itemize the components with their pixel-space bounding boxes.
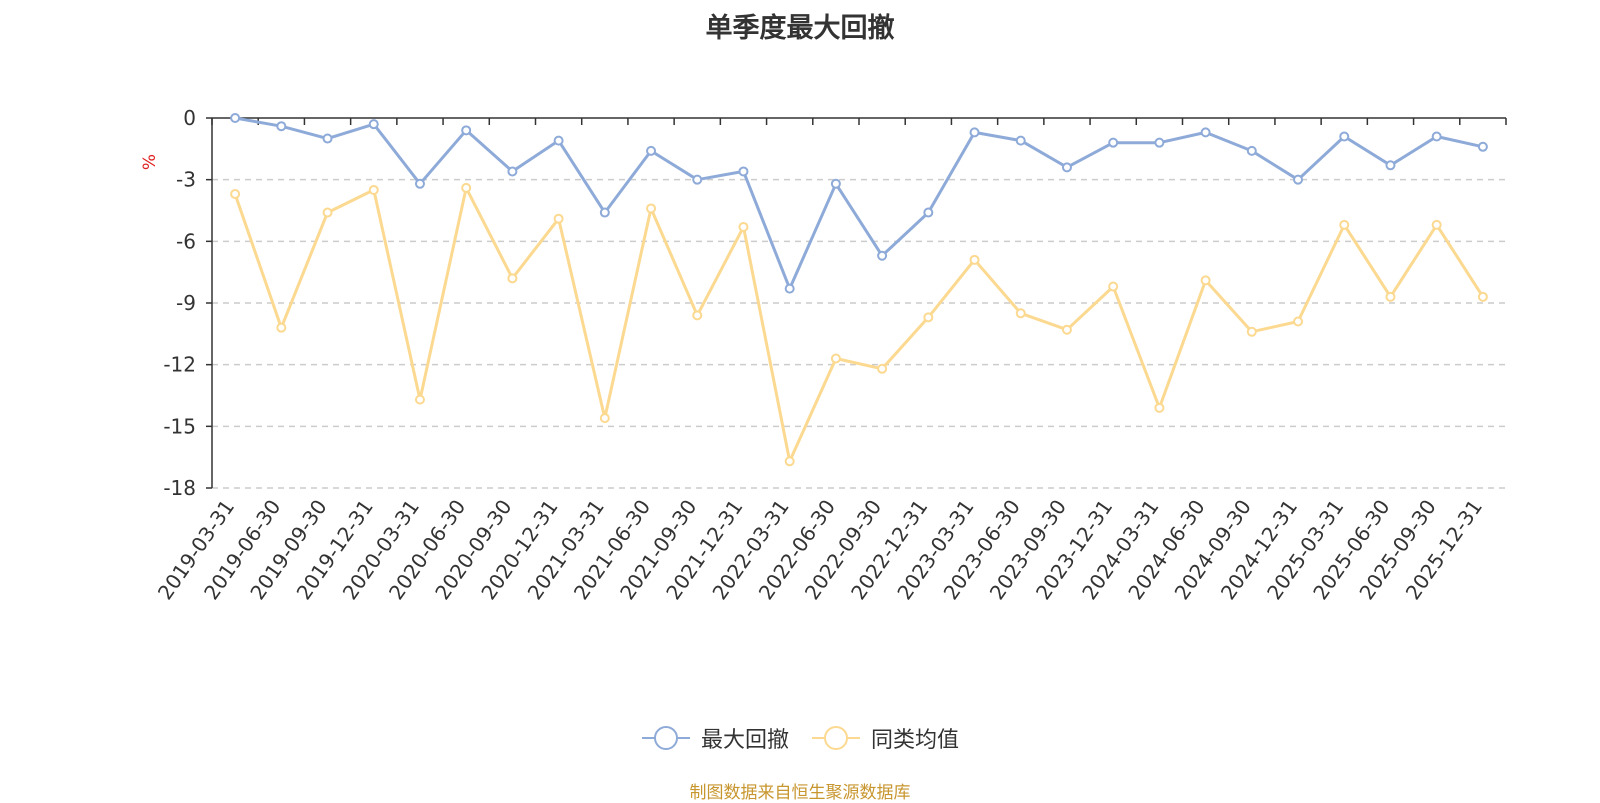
series-0 bbox=[230, 113, 1488, 294]
data-point-s1-12[interactable] bbox=[784, 456, 795, 467]
data-point-s1-13[interactable] bbox=[830, 353, 841, 364]
y-tick-label-2: -6 bbox=[176, 229, 196, 253]
data-point-s1-5[interactable] bbox=[461, 182, 472, 193]
axes: 0-3-6-9-12-15-182019-03-312019-06-302019… bbox=[153, 106, 1507, 604]
data-point-s0-7[interactable] bbox=[553, 135, 564, 146]
data-point-s0-12[interactable] bbox=[784, 283, 795, 294]
data-point-s1-9[interactable] bbox=[646, 203, 657, 214]
y-tick-label-4: -12 bbox=[163, 353, 196, 377]
data-point-s0-19[interactable] bbox=[1108, 137, 1119, 148]
data-point-s0-1[interactable] bbox=[276, 121, 287, 132]
data-point-s1-21[interactable] bbox=[1200, 275, 1211, 286]
source-note: 制图数据来自恒生聚源数据库 bbox=[689, 783, 911, 803]
data-point-s1-16[interactable] bbox=[969, 254, 980, 265]
data-point-s1-1[interactable] bbox=[276, 322, 287, 333]
data-point-s0-9[interactable] bbox=[646, 145, 657, 156]
data-point-s0-26[interactable] bbox=[1431, 131, 1442, 142]
data-point-s1-22[interactable] bbox=[1246, 326, 1257, 337]
data-point-s0-13[interactable] bbox=[830, 178, 841, 189]
legend-label-series-1: 同类均值 bbox=[871, 728, 960, 753]
data-point-s1-6[interactable] bbox=[507, 273, 518, 284]
data-point-s1-2[interactable] bbox=[322, 207, 333, 218]
data-point-s0-8[interactable] bbox=[599, 207, 610, 218]
series-1 bbox=[230, 182, 1488, 467]
data-point-s1-23[interactable] bbox=[1293, 316, 1304, 327]
data-point-s0-18[interactable] bbox=[1061, 162, 1072, 173]
data-point-s1-7[interactable] bbox=[553, 213, 564, 224]
data-point-s1-26[interactable] bbox=[1431, 219, 1442, 230]
data-point-s0-17[interactable] bbox=[1015, 135, 1026, 146]
data-point-s1-10[interactable] bbox=[692, 310, 703, 321]
data-point-s1-18[interactable] bbox=[1061, 324, 1072, 335]
data-point-s1-14[interactable] bbox=[877, 363, 888, 374]
data-point-s1-3[interactable] bbox=[368, 184, 379, 195]
data-point-s1-15[interactable] bbox=[923, 312, 934, 323]
data-point-s1-11[interactable] bbox=[738, 221, 749, 232]
y-tick-label-3: -9 bbox=[176, 291, 196, 315]
legend-symbol-series-0 bbox=[641, 726, 690, 750]
chart-title: 单季度最大回撤 bbox=[705, 13, 895, 44]
data-point-s0-4[interactable] bbox=[414, 178, 425, 189]
data-point-s0-22[interactable] bbox=[1246, 145, 1257, 156]
legend-item-series-0[interactable]: 最大回撤 bbox=[641, 722, 789, 754]
data-point-s1-24[interactable] bbox=[1339, 219, 1350, 230]
legend-item-series-1[interactable]: 同类均值 bbox=[811, 722, 959, 754]
data-point-s1-25[interactable] bbox=[1385, 291, 1396, 302]
data-point-s1-19[interactable] bbox=[1108, 281, 1119, 292]
data-point-s0-15[interactable] bbox=[923, 207, 934, 218]
data-point-s0-10[interactable] bbox=[692, 174, 703, 185]
data-point-s0-11[interactable] bbox=[738, 166, 749, 177]
data-point-s0-3[interactable] bbox=[368, 119, 379, 130]
y-tick-label-1: -3 bbox=[176, 168, 196, 192]
y-tick-label-0: 0 bbox=[183, 106, 196, 130]
data-point-s0-27[interactable] bbox=[1477, 141, 1488, 152]
data-point-s0-6[interactable] bbox=[507, 166, 518, 177]
legend-symbol-series-1 bbox=[812, 726, 860, 750]
line-chart: 0-3-6-9-12-15-182019-03-312019-06-302019… bbox=[140, 106, 1507, 604]
data-point-s1-0[interactable] bbox=[230, 189, 241, 200]
data-point-s0-24[interactable] bbox=[1339, 131, 1350, 142]
y-axis-unit-label: % bbox=[140, 154, 160, 170]
data-point-s0-21[interactable] bbox=[1200, 127, 1211, 138]
data-point-s0-25[interactable] bbox=[1385, 160, 1396, 171]
data-point-s1-8[interactable] bbox=[599, 413, 610, 424]
data-point-s0-20[interactable] bbox=[1154, 137, 1165, 148]
grid-lines bbox=[212, 178, 1506, 489]
legend: 最大回撤 同类均值 bbox=[0, 722, 1600, 754]
legend-label-series-0: 最大回撤 bbox=[700, 728, 789, 753]
y-tick-label-6: -18 bbox=[163, 476, 196, 500]
data-point-s1-4[interactable] bbox=[414, 394, 425, 405]
data-point-s1-27[interactable] bbox=[1477, 291, 1488, 302]
data-point-s0-5[interactable] bbox=[461, 125, 472, 136]
series-line-0 bbox=[234, 116, 1484, 291]
y-tick-label-5: -15 bbox=[163, 414, 196, 438]
series bbox=[230, 113, 1488, 467]
data-point-s0-0[interactable] bbox=[230, 113, 241, 123]
data-point-s1-20[interactable] bbox=[1154, 402, 1165, 413]
data-point-s1-17[interactable] bbox=[1015, 308, 1026, 319]
data-point-s0-23[interactable] bbox=[1293, 174, 1304, 185]
series-line-1 bbox=[233, 186, 1485, 463]
data-point-s0-14[interactable] bbox=[877, 250, 888, 261]
data-point-s0-2[interactable] bbox=[322, 133, 333, 144]
data-point-s0-16[interactable] bbox=[969, 127, 980, 138]
